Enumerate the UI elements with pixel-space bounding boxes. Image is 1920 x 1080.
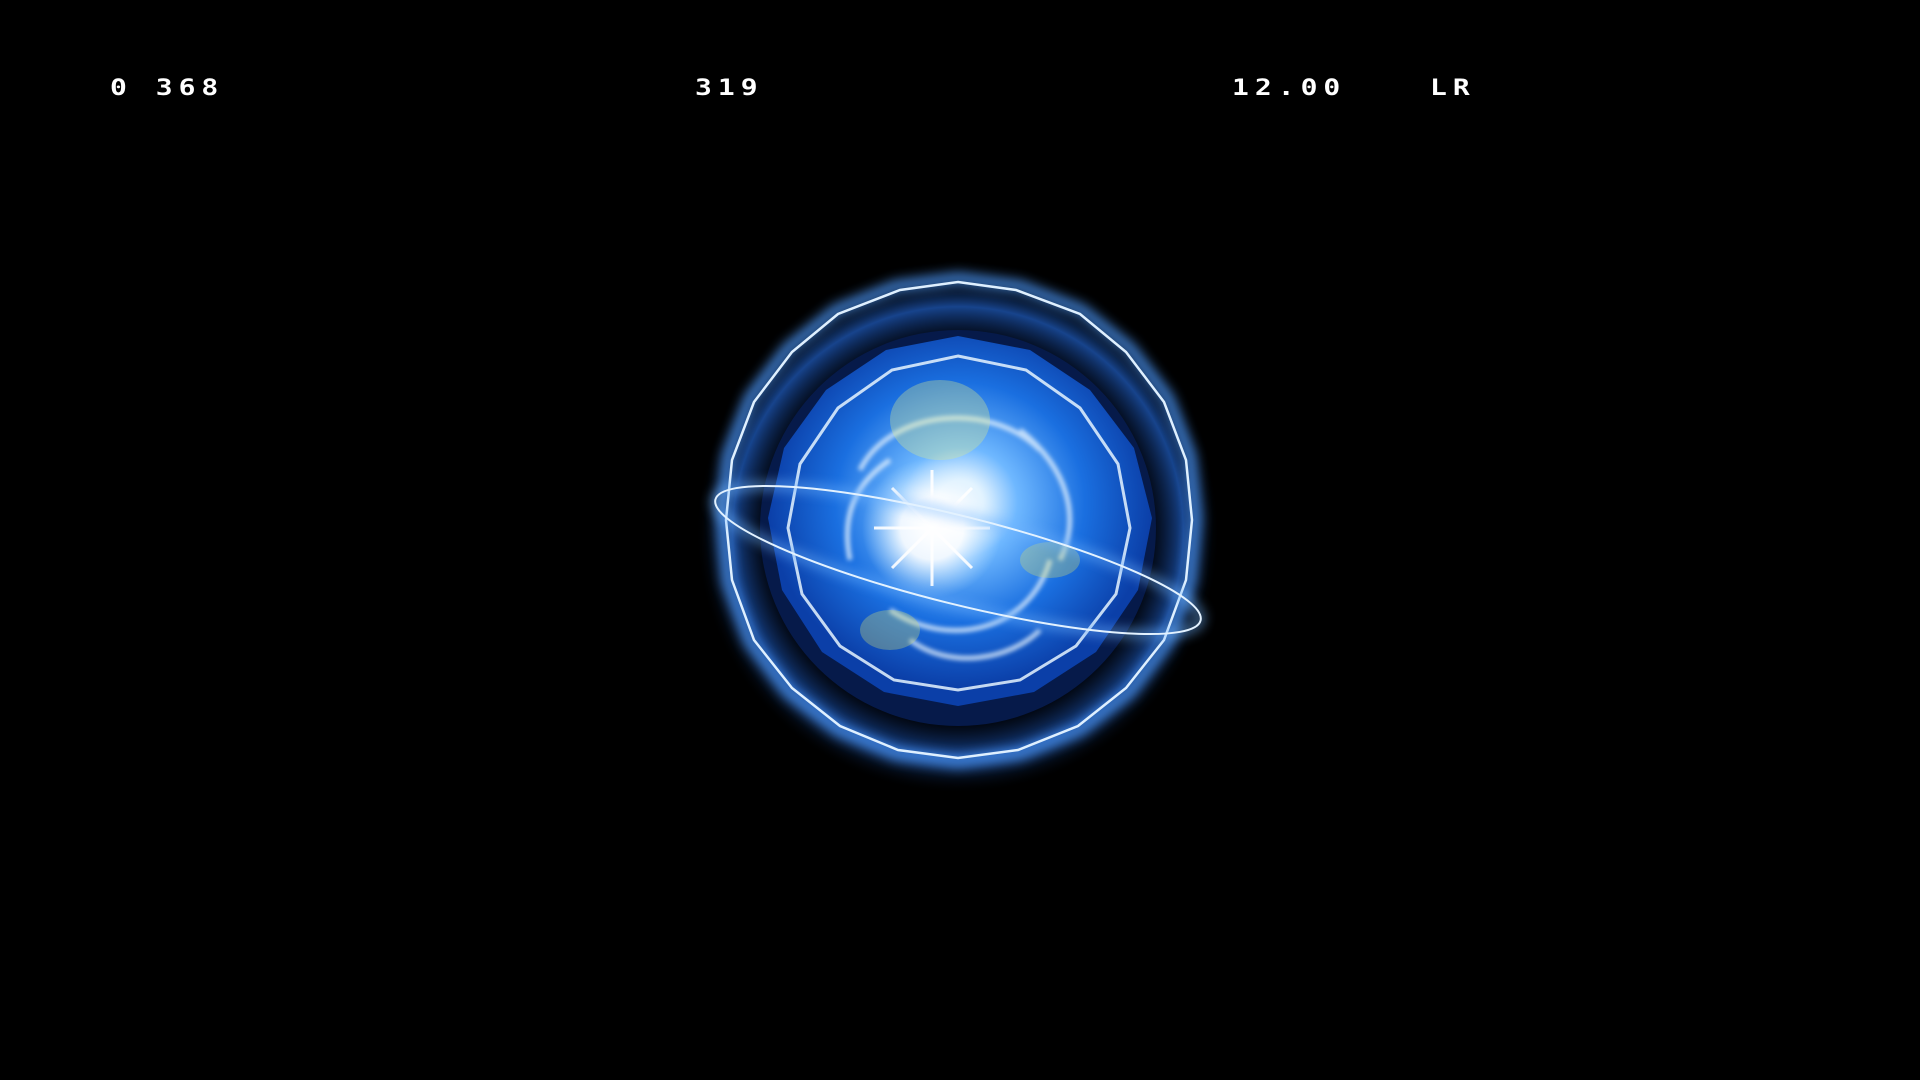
hud-center-readout: 319	[695, 74, 764, 101]
hud-right-readout: LR	[1430, 74, 1476, 101]
energy-shield-orb	[696, 270, 1220, 794]
hud-time-readout: 12.00	[1232, 74, 1347, 101]
outer-lightning-ring-core	[724, 280, 1194, 760]
outer-lightning-ring	[716, 272, 1202, 768]
hud-left-readout: 0 368	[110, 74, 225, 101]
orbit-ring-core	[714, 484, 1202, 636]
character-silhouette	[860, 380, 1080, 650]
inner-lightning-ring	[786, 354, 1132, 692]
